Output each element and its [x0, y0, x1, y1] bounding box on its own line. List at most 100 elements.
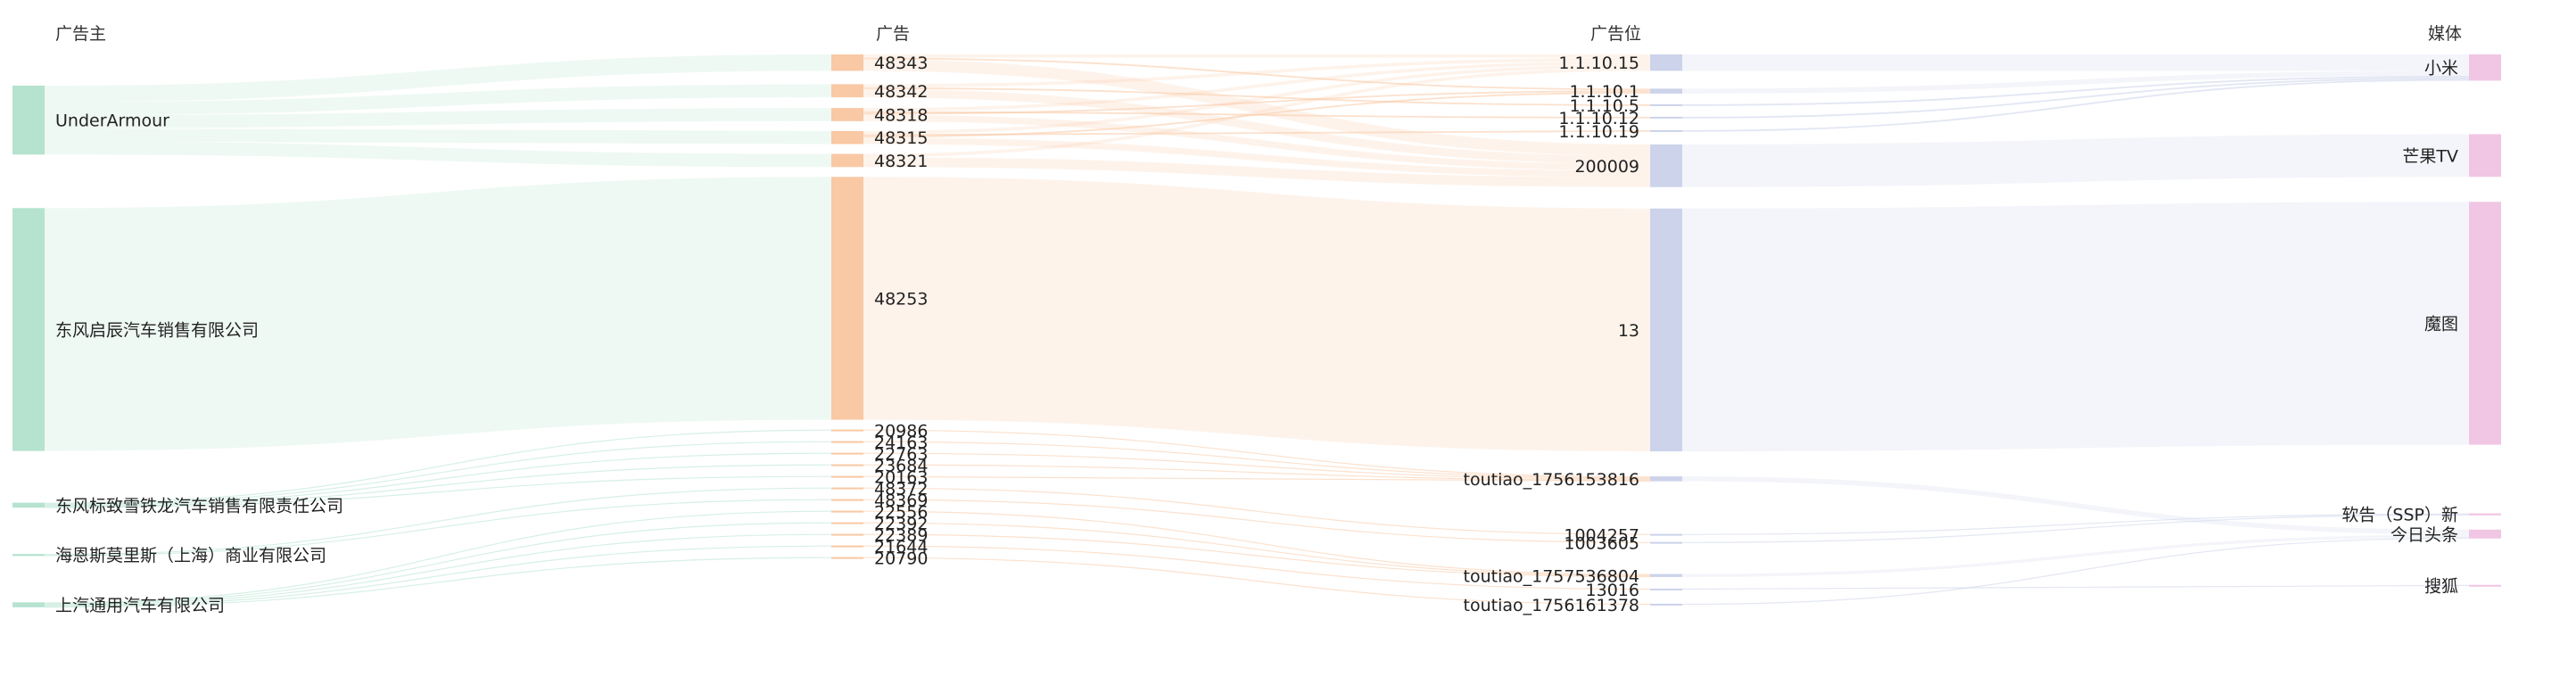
column-headers: 广告主 广告 广告位 媒体 — [55, 24, 2462, 44]
sankey-node[interactable] — [1650, 144, 1682, 187]
sankey-link — [44, 177, 832, 451]
sankey-node-label: 48253 — [874, 289, 928, 309]
sankey-link — [44, 533, 832, 606]
sankey-link — [863, 452, 1651, 480]
sankey-node-label: 软告（SSP）新 — [2341, 506, 2458, 525]
sankey-node-label: 20163 — [874, 468, 928, 488]
sankey-link — [863, 499, 1651, 543]
sankey-link — [1681, 202, 2470, 452]
sankey-node[interactable] — [12, 86, 45, 155]
sankey-node[interactable] — [1650, 588, 1682, 590]
sankey-node[interactable] — [1650, 476, 1682, 482]
sankey-link — [863, 114, 1651, 171]
sankey-link — [44, 510, 832, 604]
sankey-node-label: 1.1.10.19 — [1558, 122, 1639, 142]
sankey-node[interactable] — [831, 54, 863, 71]
sankey-node-label: 搜狐 — [2424, 577, 2458, 597]
sankey-node-label: 东风启辰汽车销售有限公司 — [55, 320, 259, 340]
sankey-link — [863, 59, 1651, 156]
sankey-link — [863, 487, 1651, 535]
sankey-link — [863, 92, 1651, 138]
sankey-node[interactable] — [1650, 603, 1682, 606]
sankey-node[interactable] — [1650, 88, 1682, 94]
sankey-node-label: 1004257 — [1564, 526, 1639, 546]
sankey-node[interactable] — [831, 130, 863, 144]
sankey-node[interactable] — [831, 557, 863, 559]
sankey-node-label: 48321 — [874, 152, 928, 171]
column-header-slot: 广告位 — [1590, 24, 1641, 44]
sankey-node[interactable] — [831, 533, 863, 536]
sankey-link — [863, 61, 1651, 111]
sankey-node[interactable] — [2469, 202, 2501, 445]
sankey-node-label: toutiao_1756161378 — [1464, 596, 1640, 615]
sankey-node-label: 13 — [1618, 321, 1639, 341]
sankey-link — [863, 90, 1651, 115]
sankey-node-label: 200009 — [1574, 157, 1639, 177]
sankey-link — [44, 557, 832, 608]
sankey-node[interactable] — [831, 108, 863, 121]
sankey-node[interactable] — [831, 487, 863, 490]
sankey-node[interactable] — [1650, 103, 1682, 106]
sankey-link — [863, 557, 1651, 606]
sankey-node-label: 东风标致雪铁龙汽车销售有限责任公司 — [55, 496, 343, 516]
sankey-node[interactable] — [1650, 54, 1682, 71]
sankey-node-label: 24163 — [874, 433, 928, 453]
sankey-node[interactable] — [12, 602, 45, 607]
sankey-node[interactable] — [831, 510, 863, 513]
sankey-node[interactable] — [831, 522, 863, 524]
sankey-node[interactable] — [831, 177, 863, 420]
sankey-node-label: 22763 — [874, 445, 928, 465]
sankey-node-label: 48318 — [874, 105, 928, 125]
sankey-node[interactable] — [2469, 584, 2501, 587]
sankey-node[interactable] — [1650, 541, 1682, 544]
sankey-node[interactable] — [2469, 134, 2501, 177]
sankey-node[interactable] — [1650, 116, 1682, 119]
sankey-node[interactable] — [2469, 529, 2501, 539]
sankey-node[interactable] — [12, 502, 45, 508]
sankey-node[interactable] — [831, 441, 863, 443]
sankey-node-label: 48369 — [874, 491, 928, 511]
sankey-link — [1681, 514, 2470, 543]
sankey-node[interactable] — [831, 153, 863, 168]
sankey-node[interactable] — [2469, 54, 2501, 81]
sankey-node-label: 20986 — [874, 422, 928, 442]
sankey-link — [863, 545, 1651, 590]
sankey-node[interactable] — [1650, 533, 1682, 536]
sankey-node[interactable] — [831, 475, 863, 478]
sankey-node[interactable] — [831, 499, 863, 501]
sankey-link — [863, 177, 1651, 452]
sankey-link — [44, 522, 832, 605]
sankey-link — [44, 141, 832, 168]
sankey-node-label: 1003605 — [1564, 534, 1639, 554]
sankey-node[interactable] — [831, 429, 863, 432]
sankey-node[interactable] — [12, 554, 45, 557]
sankey-link — [863, 67, 1651, 158]
sankey-link — [44, 54, 832, 103]
sankey-node[interactable] — [2469, 513, 2501, 516]
sankey-link — [1681, 584, 2470, 590]
sankey-link — [44, 108, 832, 128]
sankey-node[interactable] — [831, 452, 863, 455]
sankey-node[interactable] — [1650, 129, 1682, 132]
sankey-link — [44, 84, 832, 116]
sankey-node-label: toutiao_1756153816 — [1464, 470, 1640, 490]
sankey-link — [863, 510, 1651, 575]
sankey-node-label: 1.1.10.12 — [1558, 109, 1639, 128]
column-header-advertiser: 广告主 — [55, 24, 106, 44]
sankey-node-label: 海恩斯莫里斯（上海）商业有限公司 — [55, 546, 326, 565]
sankey-link — [44, 487, 832, 556]
column-header-ad: 广告 — [876, 24, 910, 44]
sankey-node[interactable] — [1650, 574, 1682, 577]
sankey-node-label: 21644 — [874, 538, 928, 557]
sankey-node[interactable] — [831, 545, 863, 548]
sankey-node[interactable] — [831, 464, 863, 466]
sankey-node-label: 48372 — [874, 480, 928, 499]
sankey-link — [44, 475, 832, 508]
sankey-link — [44, 441, 832, 505]
sankey-link — [863, 429, 1651, 478]
sankey-link — [1681, 537, 2470, 606]
sankey-node[interactable] — [12, 208, 45, 451]
sankey-node[interactable] — [1650, 208, 1682, 452]
sankey-node[interactable] — [831, 84, 863, 98]
